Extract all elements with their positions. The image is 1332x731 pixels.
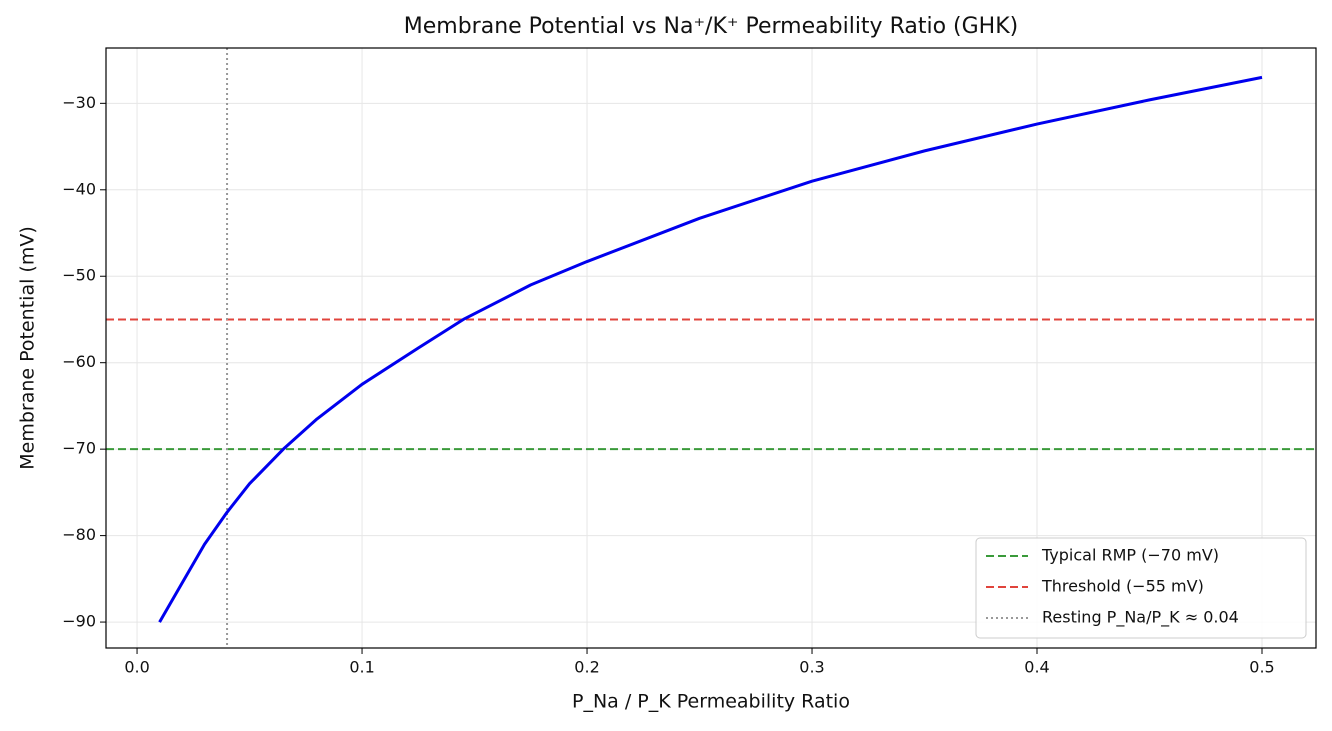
data-line	[158, 75, 1263, 623]
plot-frame	[105, 47, 1317, 649]
x-tick-label: 0.2	[574, 658, 599, 677]
y-tick-label: −60	[62, 352, 96, 371]
x-tick-label: 0.5	[1249, 658, 1274, 677]
y-tick-label: −90	[62, 612, 96, 631]
legend-label: Resting P_Na/P_K ≈ 0.04	[1042, 608, 1239, 628]
y-tick-label: −30	[62, 93, 96, 112]
y-tick-label: −70	[62, 439, 96, 458]
y-axis-label: Membrane Potential (mV)	[17, 226, 39, 469]
y-tick-label: −80	[62, 525, 96, 544]
legend-label: Threshold (−55 mV)	[1041, 577, 1204, 596]
x-tick-label: 0.0	[124, 658, 149, 677]
y-tick-label: −50	[62, 266, 96, 285]
legend-box	[975, 537, 1307, 639]
chart-title: Membrane Potential vs Na⁺/K⁺ Permeabilit…	[404, 14, 1018, 39]
x-axis-label: P_Na / P_K Permeability Ratio	[572, 691, 850, 713]
legend-label: Typical RMP (−70 mV)	[1041, 546, 1219, 565]
x-tick-label: 0.1	[349, 658, 374, 677]
x-tick-label: 0.3	[799, 658, 824, 677]
y-tick-label: −40	[62, 179, 96, 198]
x-tick-label: 0.4	[1024, 658, 1049, 677]
